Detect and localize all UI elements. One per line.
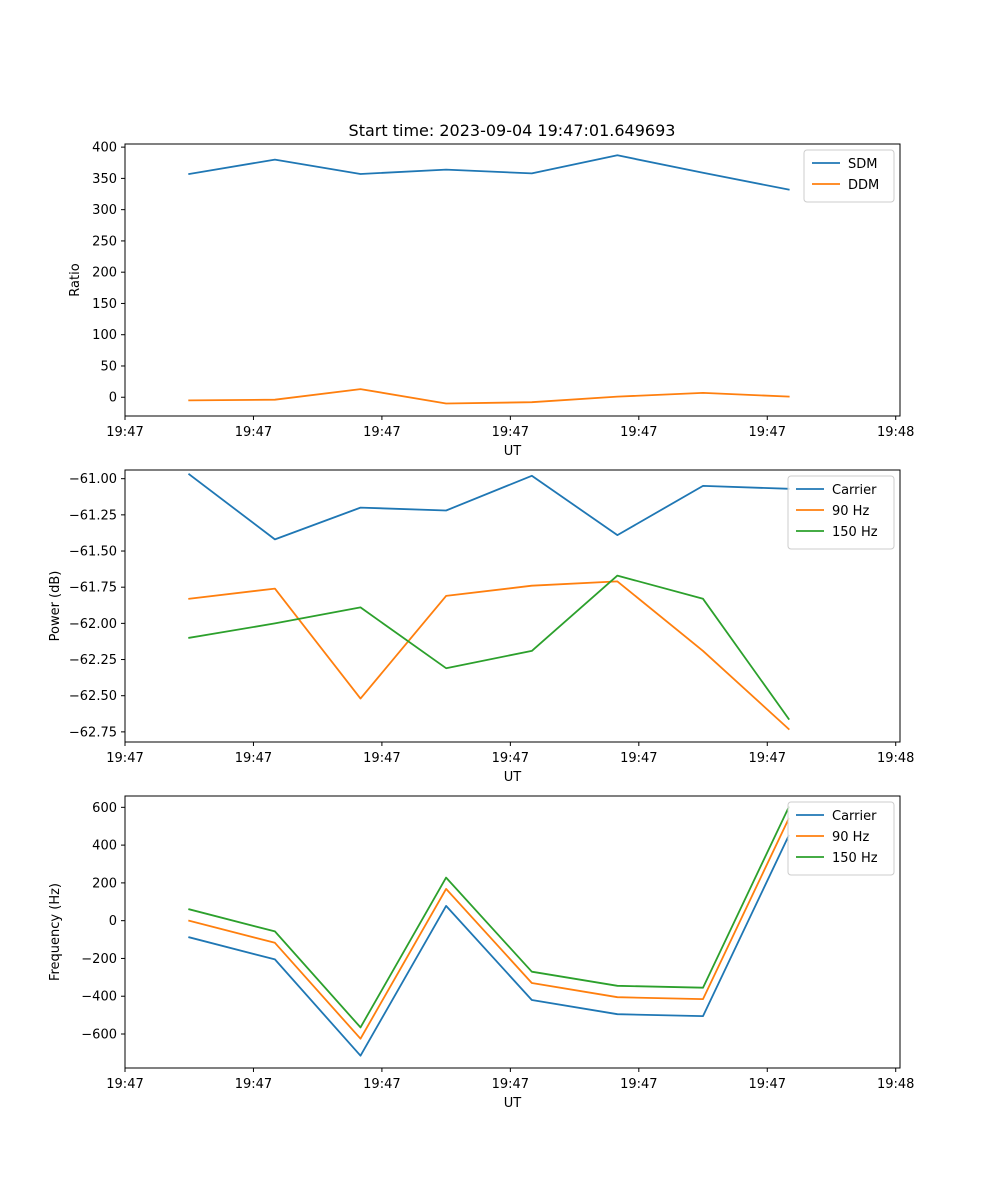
x-tick-label: 19:47 — [106, 1077, 143, 1092]
y-axis-label: Frequency (Hz) — [48, 883, 63, 981]
y-tick-label: 0 — [109, 914, 117, 929]
y-axis-label: Power (dB) — [48, 571, 63, 642]
series-line-90-hz — [188, 817, 790, 1040]
chart-panel-3: 19:47 19:47 19:47 19:47 19:47 19:47 19:48 −600 −… — [48, 795, 914, 1111]
plot-frame — [124, 469, 901, 743]
y-tick-label: −61.50 — [69, 545, 117, 560]
y-tick-label: 400 — [92, 839, 117, 854]
x-tick-label: 19:47 — [235, 425, 272, 440]
x-tick-label: 19:47 — [620, 1077, 657, 1092]
chart-panel-1: 19:47 19:47 19:47 19:47 19:47 19:47 19:48 0 50 10… — [68, 141, 914, 459]
legend-label: Carrier — [832, 483, 877, 498]
y-tick-label: 200 — [92, 266, 117, 281]
legend-label: DDM — [848, 178, 879, 193]
x-tick-label: 19:48 — [877, 425, 914, 440]
y-tick-label: 400 — [92, 141, 117, 156]
x-tick-label: 19:47 — [106, 425, 143, 440]
x-tick-label: 19:47 — [235, 751, 272, 766]
y-tick-label: −600 — [81, 1028, 117, 1043]
series-line-carrier — [188, 834, 790, 1057]
y-tick-label: 150 — [92, 297, 117, 312]
legend-label: 90 Hz — [832, 830, 869, 845]
figure-title: Start time: 2023-09-04 19:47:01.649693 — [349, 121, 676, 140]
series-line-150-hz — [188, 806, 790, 1029]
legend-label: Carrier — [832, 809, 877, 824]
series-line-ddm — [188, 388, 790, 405]
x-tick-label: 19:47 — [492, 1077, 529, 1092]
y-tick-label: 50 — [100, 359, 117, 374]
x-tick-label: 19:47 — [363, 1077, 400, 1092]
x-tick-label: 19:47 — [749, 425, 786, 440]
x-tick-label: 19:47 — [620, 751, 657, 766]
legend: Carrier 90 Hz 150 Hz — [787, 801, 895, 876]
series-line-150-hz — [188, 574, 790, 721]
legend-label: 150 Hz — [832, 525, 878, 540]
series-line-90-hz — [188, 580, 790, 731]
x-tick-label: 19:47 — [749, 751, 786, 766]
x-tick-label: 19:47 — [235, 1077, 272, 1092]
series-line-carrier — [187, 473, 790, 541]
y-tick-label: −61.25 — [69, 508, 117, 523]
y-tick-label: −61.75 — [69, 581, 117, 596]
x-axis-label: UT — [504, 444, 522, 459]
x-tick-label: 19:48 — [877, 751, 914, 766]
y-tick-label: −400 — [81, 990, 117, 1005]
y-tick-label: −62.25 — [69, 653, 117, 668]
y-tick-label: 300 — [92, 203, 117, 218]
y-tick-label: 250 — [92, 234, 117, 249]
x-tick-label: 19:47 — [492, 751, 529, 766]
legend-label: 90 Hz — [832, 504, 869, 519]
y-tick-label: −62.00 — [69, 617, 117, 632]
x-tick-label: 19:47 — [620, 425, 657, 440]
y-tick-label: −62.50 — [69, 689, 117, 704]
y-tick-label: −61.00 — [69, 472, 117, 487]
plot-frame — [124, 795, 901, 1069]
x-tick-label: 19:47 — [363, 425, 400, 440]
series-line-sdm — [188, 154, 790, 191]
y-tick-label: 600 — [92, 801, 117, 816]
legend-label: SDM — [848, 157, 877, 172]
x-axis-label: UT — [504, 770, 522, 785]
y-tick-label: 0 — [109, 391, 117, 406]
y-tick-label: −62.75 — [69, 725, 117, 740]
x-axis-label: UT — [504, 1096, 522, 1111]
plot-frame — [124, 143, 901, 417]
legend: SDM DDM — [803, 149, 895, 203]
y-tick-label: 350 — [92, 172, 117, 187]
y-tick-label: 200 — [92, 876, 117, 891]
x-tick-label: 19:48 — [877, 1077, 914, 1092]
y-tick-label: −200 — [81, 952, 117, 967]
y-axis-label: Ratio — [68, 263, 83, 296]
legend-label: 150 Hz — [832, 851, 878, 866]
x-tick-label: 19:47 — [106, 751, 143, 766]
x-tick-label: 19:47 — [749, 1077, 786, 1092]
y-tick-label: 100 — [92, 328, 117, 343]
x-tick-label: 19:47 — [492, 425, 529, 440]
chart-panel-2: 19:47 19:47 19:47 19:47 19:47 19:47 19:48 −61.0… — [48, 469, 914, 785]
x-tick-label: 19:47 — [363, 751, 400, 766]
legend: Carrier 90 Hz 150 Hz — [787, 475, 895, 550]
